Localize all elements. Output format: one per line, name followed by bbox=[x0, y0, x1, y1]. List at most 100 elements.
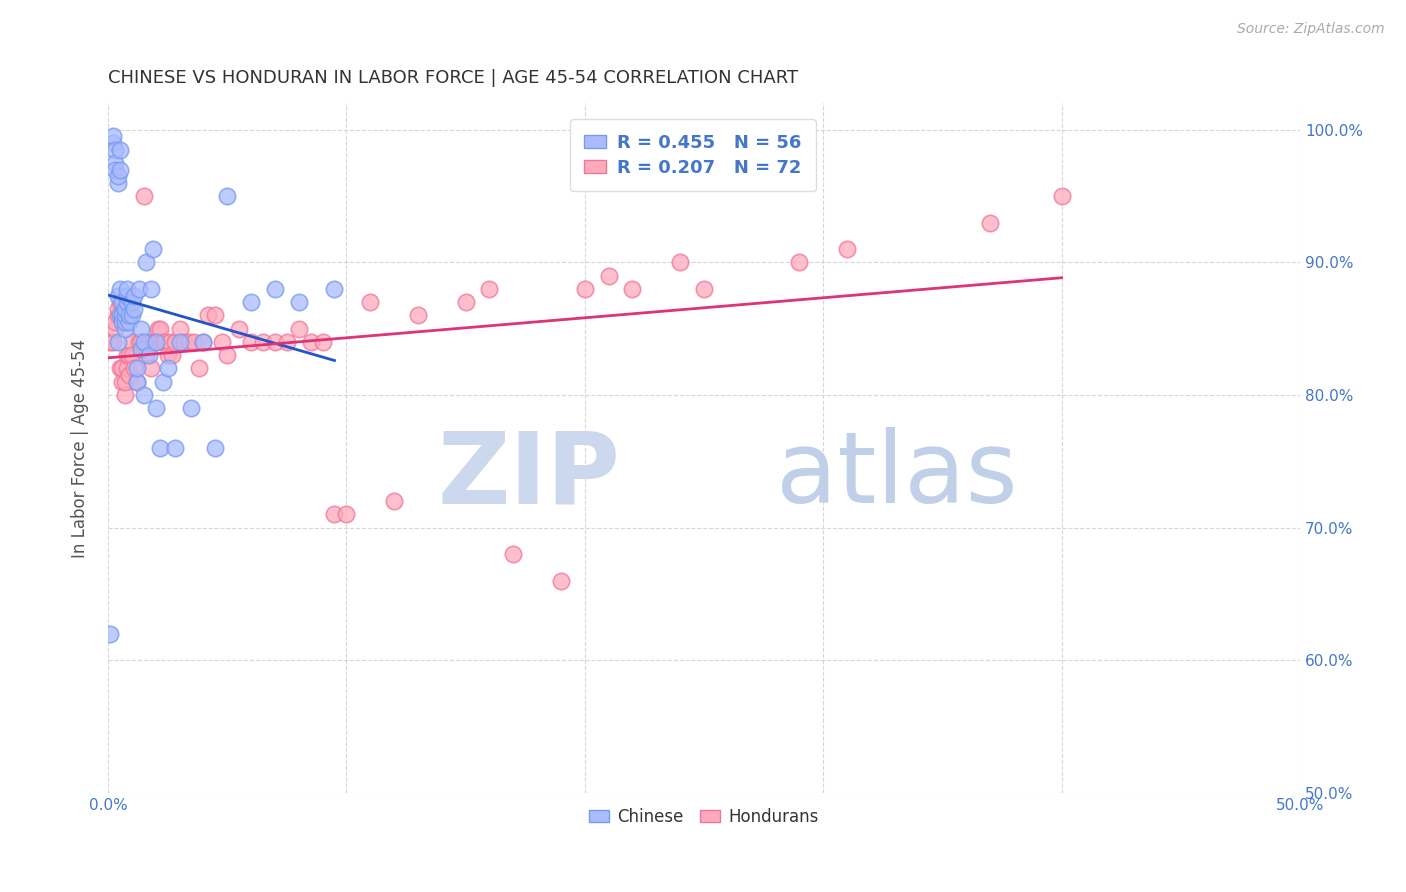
Point bbox=[104, 156, 127, 170]
Point bbox=[132, 388, 155, 402]
Point bbox=[101, 334, 124, 349]
Point bbox=[693, 282, 716, 296]
Point bbox=[146, 321, 169, 335]
Point bbox=[131, 342, 153, 356]
Point bbox=[139, 361, 162, 376]
Point bbox=[323, 508, 346, 522]
Point bbox=[173, 334, 195, 349]
Point bbox=[240, 334, 263, 349]
Point bbox=[211, 334, 233, 349]
Point bbox=[114, 321, 136, 335]
Point bbox=[139, 282, 162, 296]
Point bbox=[107, 301, 129, 316]
Point bbox=[142, 242, 165, 256]
Point bbox=[104, 315, 127, 329]
Point bbox=[197, 309, 219, 323]
Point bbox=[169, 334, 191, 349]
Point bbox=[104, 143, 127, 157]
Legend: Chinese, Hondurans: Chinese, Hondurans bbox=[582, 801, 825, 832]
Point bbox=[121, 348, 143, 362]
Point bbox=[115, 348, 138, 362]
Point bbox=[574, 282, 596, 296]
Point bbox=[121, 309, 143, 323]
Point bbox=[323, 282, 346, 296]
Point bbox=[180, 401, 202, 416]
Point bbox=[152, 334, 174, 349]
Point bbox=[145, 334, 167, 349]
Point bbox=[104, 321, 127, 335]
Point bbox=[454, 295, 477, 310]
Point bbox=[107, 334, 129, 349]
Point bbox=[114, 309, 136, 323]
Point bbox=[287, 321, 309, 335]
Point bbox=[108, 143, 131, 157]
Point bbox=[111, 315, 134, 329]
Point bbox=[335, 508, 357, 522]
Point bbox=[131, 334, 153, 349]
Point bbox=[204, 309, 226, 323]
Point bbox=[118, 348, 141, 362]
Point bbox=[111, 295, 134, 310]
Point bbox=[156, 348, 179, 362]
Point bbox=[142, 334, 165, 349]
Point bbox=[276, 334, 298, 349]
Point bbox=[382, 494, 405, 508]
Point bbox=[118, 315, 141, 329]
Point bbox=[187, 361, 209, 376]
Text: atlas: atlas bbox=[776, 427, 1017, 524]
Point bbox=[264, 334, 287, 349]
Point bbox=[108, 295, 131, 310]
Point bbox=[163, 441, 186, 455]
Point bbox=[789, 255, 811, 269]
Point bbox=[183, 334, 205, 349]
Point bbox=[135, 255, 157, 269]
Point bbox=[121, 334, 143, 349]
Point bbox=[128, 334, 150, 349]
Y-axis label: In Labor Force | Age 45-54: In Labor Force | Age 45-54 bbox=[72, 338, 89, 558]
Point bbox=[128, 282, 150, 296]
Point bbox=[122, 288, 145, 302]
Point bbox=[115, 282, 138, 296]
Point bbox=[132, 334, 155, 349]
Point bbox=[299, 334, 322, 349]
Point bbox=[252, 334, 274, 349]
Point bbox=[228, 321, 250, 335]
Point bbox=[138, 348, 160, 362]
Text: ZIP: ZIP bbox=[437, 427, 620, 524]
Point bbox=[204, 441, 226, 455]
Point bbox=[115, 295, 138, 310]
Point bbox=[122, 361, 145, 376]
Point bbox=[135, 348, 157, 362]
Point bbox=[1050, 189, 1073, 203]
Point bbox=[406, 309, 429, 323]
Point bbox=[287, 295, 309, 310]
Point bbox=[115, 361, 138, 376]
Point bbox=[359, 295, 381, 310]
Point bbox=[114, 315, 136, 329]
Point bbox=[311, 334, 333, 349]
Point bbox=[104, 162, 127, 177]
Point bbox=[149, 441, 172, 455]
Point bbox=[193, 334, 215, 349]
Point bbox=[217, 189, 239, 203]
Text: Source: ZipAtlas.com: Source: ZipAtlas.com bbox=[1237, 22, 1385, 37]
Text: CHINESE VS HONDURAN IN LABOR FORCE | AGE 45-54 CORRELATION CHART: CHINESE VS HONDURAN IN LABOR FORCE | AGE… bbox=[108, 69, 799, 87]
Point bbox=[152, 375, 174, 389]
Point bbox=[107, 169, 129, 184]
Point bbox=[108, 309, 131, 323]
Point bbox=[193, 334, 215, 349]
Point bbox=[107, 288, 129, 302]
Point bbox=[125, 375, 148, 389]
Point bbox=[132, 189, 155, 203]
Point bbox=[502, 547, 524, 561]
Point bbox=[115, 288, 138, 302]
Point bbox=[125, 361, 148, 376]
Point bbox=[101, 136, 124, 150]
Point bbox=[149, 321, 172, 335]
Point bbox=[100, 626, 122, 640]
Point bbox=[169, 321, 191, 335]
Point bbox=[114, 388, 136, 402]
Point bbox=[131, 321, 153, 335]
Point bbox=[111, 309, 134, 323]
Point bbox=[835, 242, 858, 256]
